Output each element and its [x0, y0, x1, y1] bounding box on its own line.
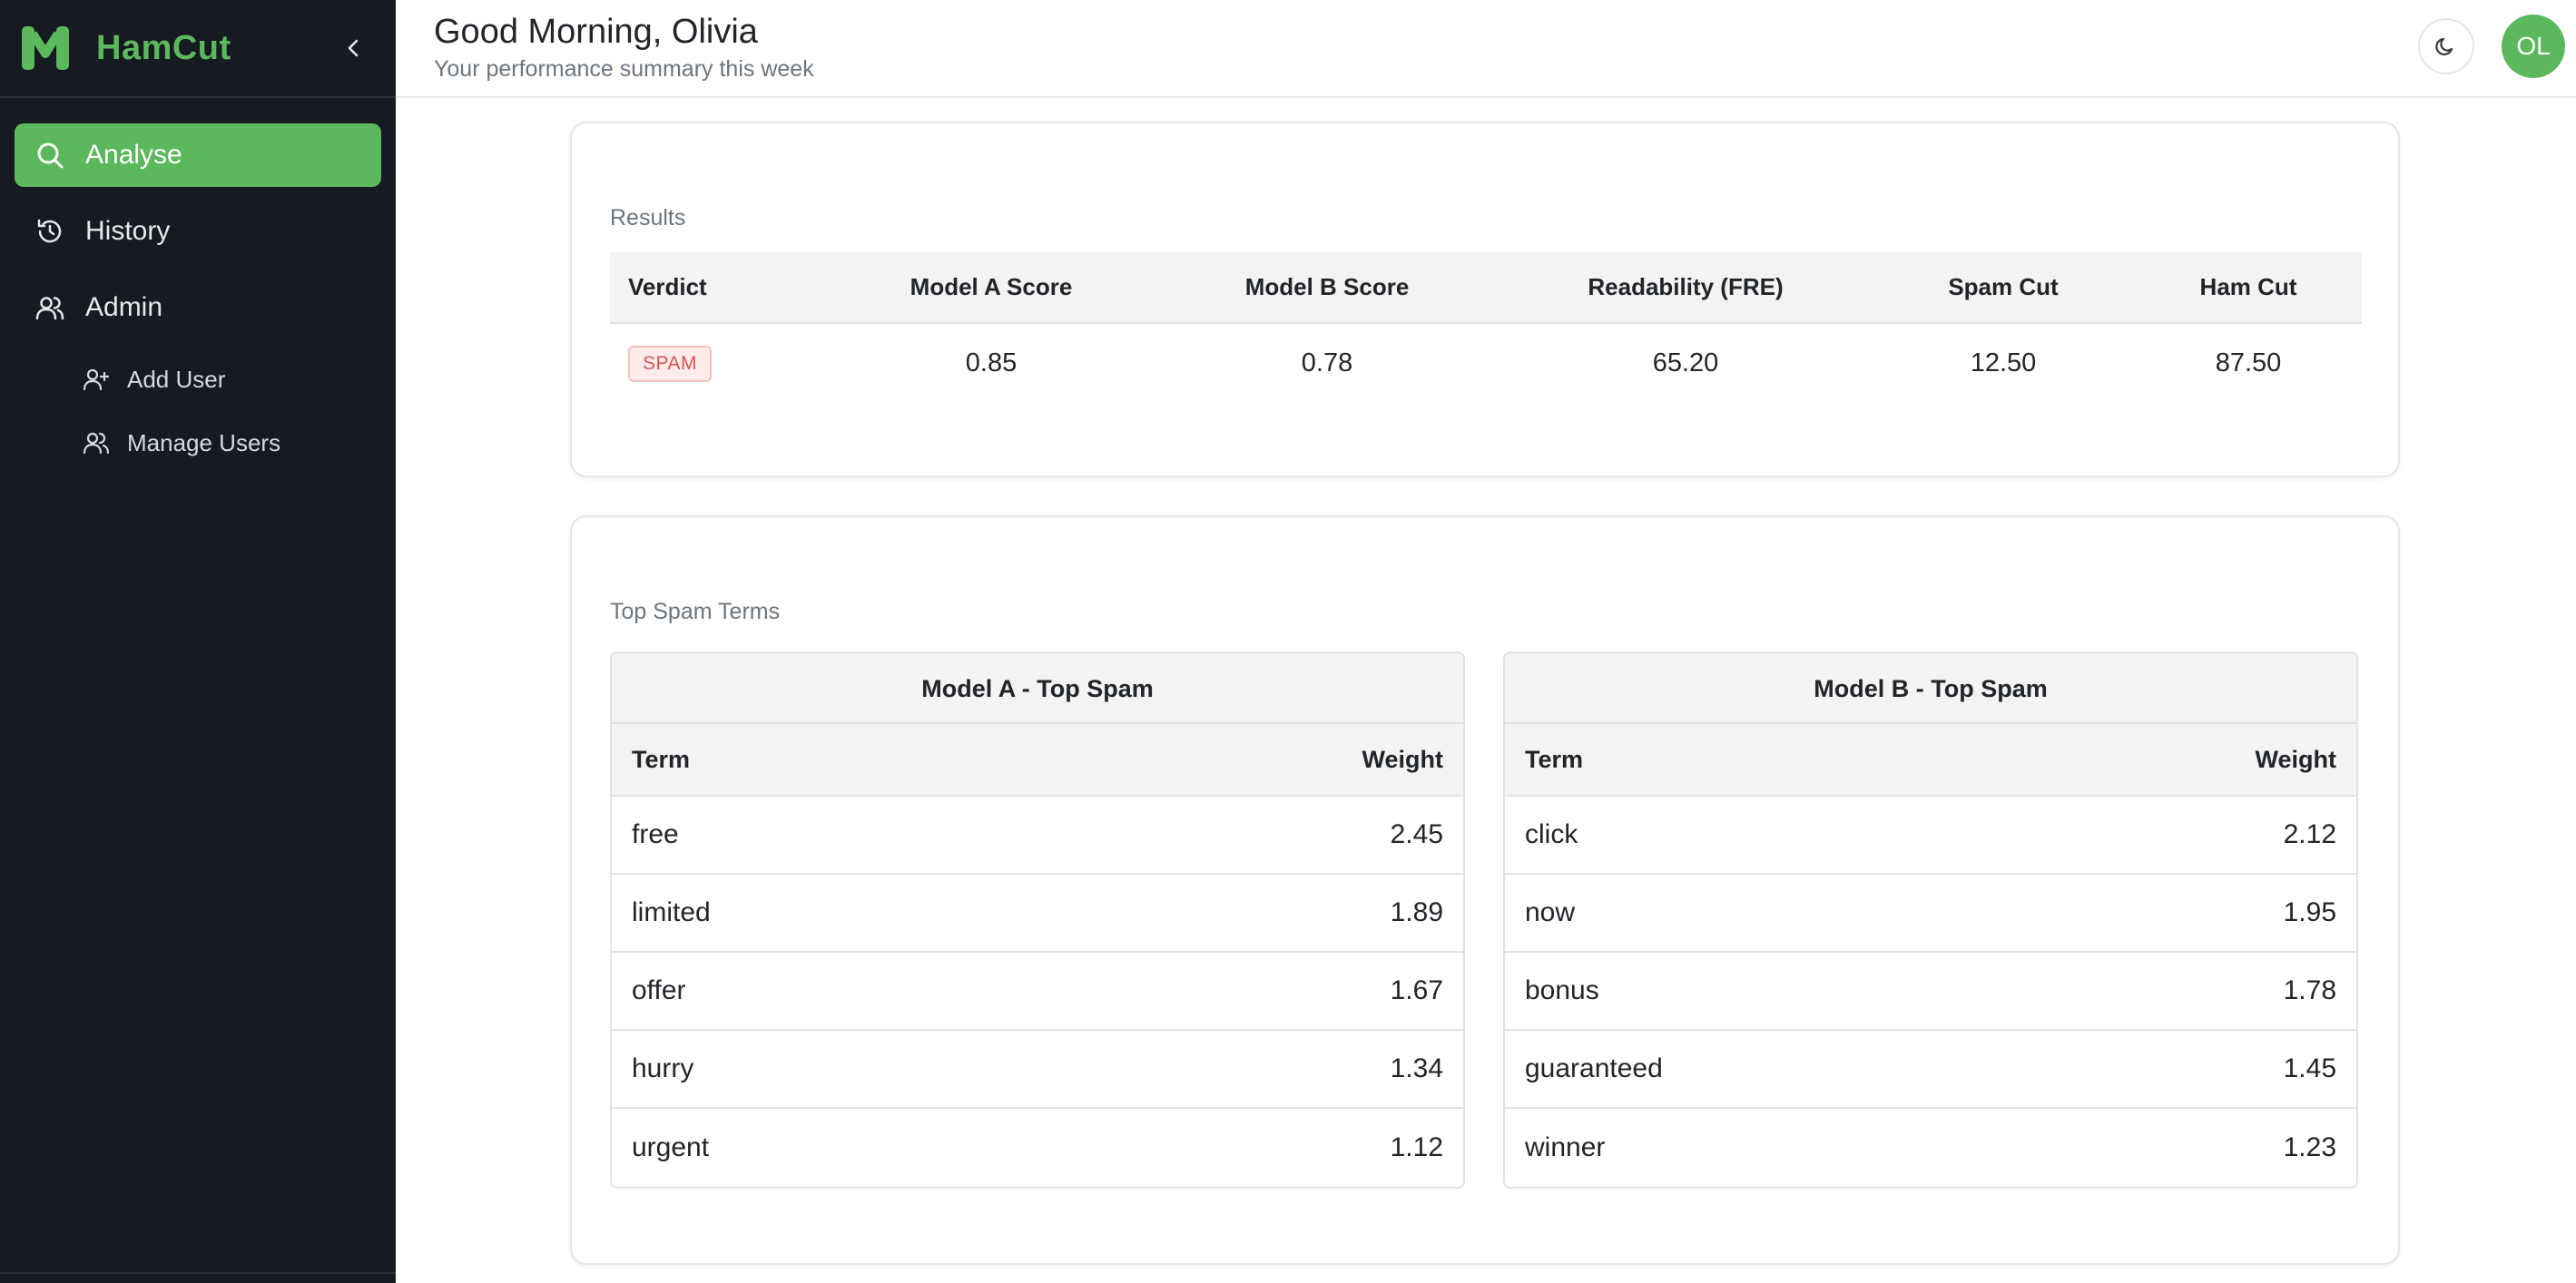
- term-cell: now: [1525, 897, 1576, 927]
- column-header: Model A Score: [828, 252, 1155, 324]
- column-header: Verdict: [610, 252, 828, 324]
- term-cell: urgent: [632, 1132, 710, 1162]
- weight-cell: 1.67: [1390, 975, 1443, 1005]
- term-cell: guaranteed: [1525, 1053, 1663, 1083]
- term-cell: hurry: [632, 1053, 694, 1083]
- column-header: Ham Cut: [2135, 252, 2362, 324]
- sidebar-item-label: History: [85, 216, 171, 246]
- users-icon: [34, 292, 65, 323]
- model-a-score: 0.85: [965, 348, 1018, 377]
- table-header-row: Verdict Model A Score Model B Score Read…: [610, 252, 2362, 324]
- sidebar-item-manage-users[interactable]: Manage Users: [15, 416, 381, 470]
- results-table: Verdict Model A Score Model B Score Read…: [610, 252, 2362, 403]
- column-header: Term: [1525, 745, 1584, 773]
- table-title: Model B - Top Spam: [1505, 653, 2356, 724]
- collapse-sidebar-button[interactable]: [332, 26, 376, 70]
- brand: HamCut: [0, 0, 396, 98]
- sidebar-item-label: Manage Users: [127, 428, 281, 456]
- table-row: guaranteed 1.45: [1505, 1031, 2356, 1109]
- table-row: urgent 1.12: [612, 1109, 1463, 1187]
- weight-cell: 1.78: [2283, 975, 2336, 1005]
- column-header: Weight: [2255, 745, 2337, 773]
- table-row: bonus 1.78: [1505, 953, 2356, 1031]
- table-row: SPAM 0.85 0.78 65.20 12.50 87.50: [610, 323, 2362, 403]
- table-row: winner 1.23: [1505, 1109, 2356, 1187]
- weight-cell: 1.23: [2283, 1132, 2336, 1162]
- term-cell: limited: [632, 897, 711, 927]
- spam-cut-value: 12.50: [1970, 348, 2037, 377]
- weight-cell: 1.95: [2283, 897, 2336, 927]
- readability-score: 65.20: [1652, 348, 1719, 377]
- model-a-top-spam-table: Model A - Top Spam Term Weight free 2.45 …: [610, 651, 1465, 1189]
- chevron-left-icon: [348, 39, 359, 57]
- sidebar-divider: [0, 1272, 396, 1274]
- table-row: offer 1.67: [612, 953, 1463, 1031]
- column-header: Spam Cut: [1872, 252, 2135, 324]
- weight-cell: 1.45: [2283, 1053, 2336, 1083]
- term-cell: offer: [632, 975, 686, 1005]
- weight-cell: 2.45: [1390, 819, 1443, 849]
- model-b-top-spam-table: Model B - Top Spam Term Weight click 2.12…: [1503, 651, 2358, 1189]
- term-cell: bonus: [1525, 975, 1599, 1005]
- sidebar-nav: Analyse History Admin Add User Manage Us…: [0, 98, 396, 470]
- sidebar-item-analyse[interactable]: Analyse: [15, 123, 381, 187]
- moon-icon: [2435, 37, 2453, 56]
- table-row: free 2.45: [612, 797, 1463, 875]
- page-title: Good Morning, Olivia: [434, 13, 758, 51]
- weight-cell: 1.12: [1390, 1132, 1443, 1162]
- search-icon: [34, 140, 65, 171]
- table-row: hurry 1.34: [612, 1031, 1463, 1109]
- theme-toggle-button[interactable]: [2418, 18, 2474, 74]
- ham-cut-value: 87.50: [2215, 348, 2282, 377]
- column-header: Weight: [1362, 745, 1444, 773]
- term-cell: free: [632, 819, 679, 849]
- weight-cell: 2.12: [2283, 819, 2336, 849]
- avatar[interactable]: OL: [2502, 15, 2565, 78]
- sidebar-item-admin[interactable]: Admin: [15, 276, 381, 339]
- weight-cell: 1.34: [1390, 1053, 1443, 1083]
- table-header-row: Term Weight: [1505, 724, 2356, 797]
- hamcut-logo-icon[interactable]: [20, 23, 71, 73]
- sidebar-item-add-user[interactable]: Add User: [15, 352, 381, 406]
- table-row: click 2.12: [1505, 797, 2356, 875]
- column-header: Model B Score: [1155, 252, 1499, 324]
- table-header-row: Term Weight: [612, 724, 1463, 797]
- table-row: now 1.95: [1505, 875, 2356, 953]
- sidebar-item-label: Admin: [85, 292, 163, 322]
- history-icon: [34, 216, 65, 247]
- verdict-badge: SPAM: [628, 345, 712, 382]
- sidebar: HamCut Analyse History Admin: [0, 0, 396, 1283]
- sidebar-item-history[interactable]: History: [15, 200, 381, 263]
- model-b-score: 0.78: [1301, 348, 1353, 377]
- user-plus-icon: [84, 367, 109, 392]
- brand-name: HamCut: [96, 28, 231, 67]
- page-subtitle: Your performance summary this week: [434, 56, 814, 82]
- top-header: Good Morning, Olivia Your performance su…: [396, 0, 2576, 98]
- top-spam-terms-label: Top Spam Terms: [610, 599, 781, 624]
- sidebar-item-label: Analyse: [85, 140, 182, 170]
- sidebar-item-label: Add User: [127, 365, 226, 393]
- column-header: Term: [632, 745, 691, 773]
- top-spam-terms-card: Top Spam Terms Model A - Top Spam Term W…: [570, 515, 2400, 1265]
- term-cell: winner: [1525, 1132, 1606, 1162]
- table-title: Model A - Top Spam: [612, 653, 1463, 724]
- results-label: Results: [610, 205, 686, 230]
- results-card: Results Verdict Model A Score Model B Sc…: [570, 122, 2400, 477]
- term-cell: click: [1525, 819, 1578, 849]
- table-row: limited 1.89: [612, 875, 1463, 953]
- column-header: Readability (FRE): [1499, 252, 1872, 324]
- users-icon: [84, 430, 109, 455]
- weight-cell: 1.89: [1390, 897, 1443, 927]
